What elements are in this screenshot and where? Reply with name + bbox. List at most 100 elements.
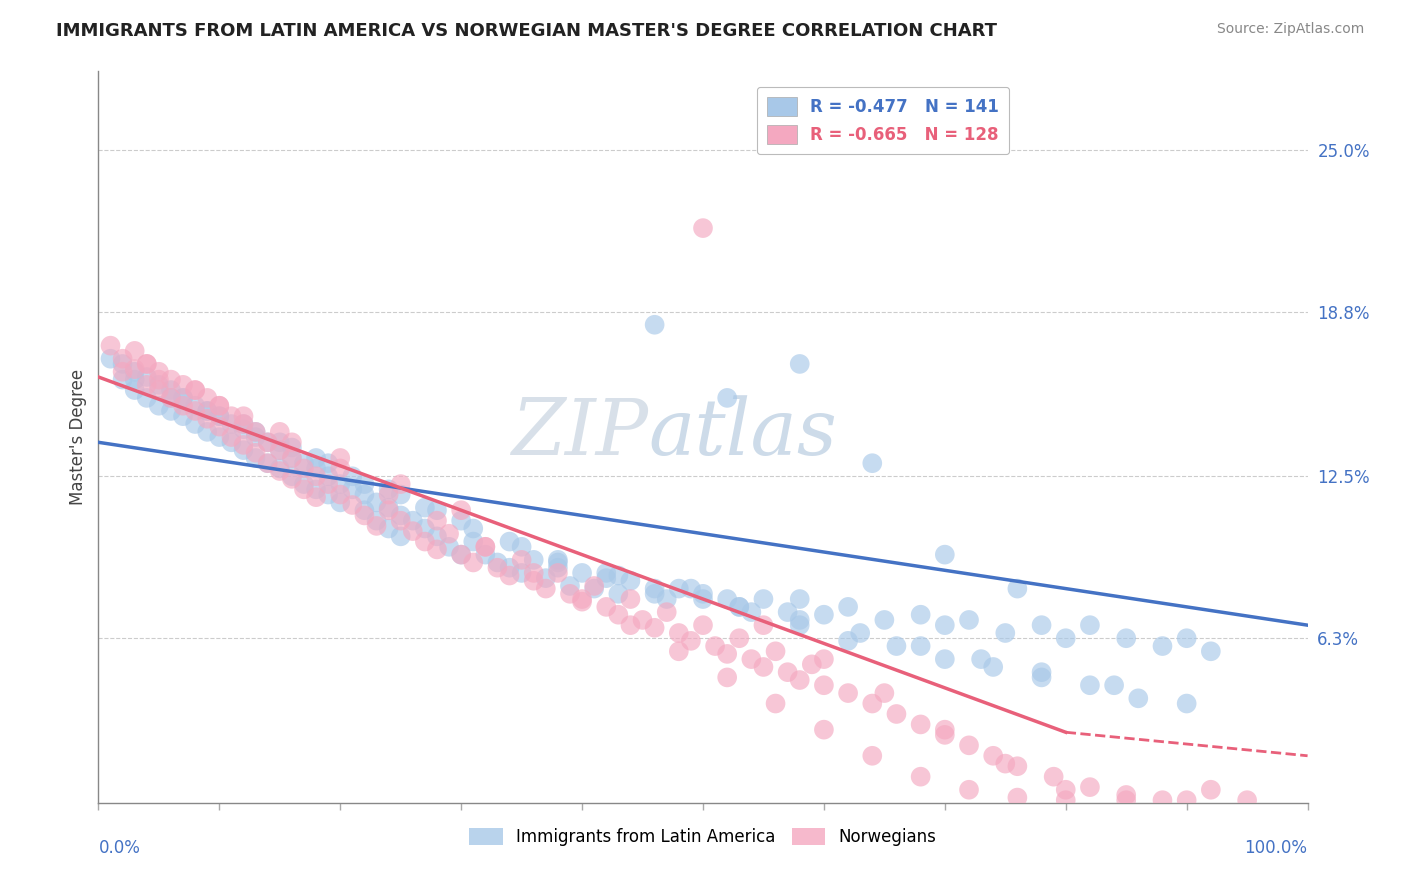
Point [728, 599, 751, 614]
Point [789, 673, 811, 687]
Point [474, 540, 496, 554]
Point [534, 571, 557, 585]
Point [981, 660, 1004, 674]
Point [172, 409, 194, 424]
Point [160, 373, 183, 387]
Point [970, 652, 993, 666]
Point [221, 435, 243, 450]
Point [160, 383, 183, 397]
Point [644, 621, 666, 635]
Point [184, 399, 207, 413]
Point [934, 728, 956, 742]
Point [281, 435, 304, 450]
Point [305, 461, 328, 475]
Point [994, 756, 1017, 771]
Point [208, 430, 231, 444]
Point [765, 697, 787, 711]
Point [221, 417, 243, 431]
Point [523, 574, 546, 588]
Point [342, 483, 364, 497]
Point [256, 435, 278, 450]
Point [619, 592, 641, 607]
Point [655, 592, 678, 607]
Point [1078, 618, 1101, 632]
Point [377, 487, 399, 501]
Point [281, 450, 304, 465]
Point [100, 351, 122, 366]
Point [450, 548, 472, 562]
Point [184, 383, 207, 397]
Point [1031, 670, 1053, 684]
Point [1007, 759, 1029, 773]
Point [486, 560, 509, 574]
Point [474, 548, 496, 562]
Point [111, 351, 134, 366]
Text: IMMIGRANTS FROM LATIN AMERICA VS NORWEGIAN MASTER'S DEGREE CORRELATION CHART: IMMIGRANTS FROM LATIN AMERICA VS NORWEGI… [56, 22, 997, 40]
Point [498, 534, 520, 549]
Point [668, 644, 690, 658]
Point [789, 613, 811, 627]
Point [232, 443, 254, 458]
Point [1078, 678, 1101, 692]
Point [1175, 793, 1198, 807]
Point [752, 592, 775, 607]
Point [305, 450, 328, 465]
Point [813, 678, 835, 692]
Point [934, 548, 956, 562]
Point [547, 553, 569, 567]
Point [583, 582, 606, 596]
Point [377, 521, 399, 535]
Point [558, 587, 581, 601]
Point [124, 362, 146, 376]
Point [704, 639, 727, 653]
Point [765, 644, 787, 658]
Point [860, 697, 883, 711]
Point [463, 521, 485, 535]
Point [655, 605, 678, 619]
Point [281, 441, 304, 455]
Point [547, 560, 569, 574]
Point [607, 607, 630, 622]
Point [474, 540, 496, 554]
Point [316, 487, 339, 501]
Point [256, 456, 278, 470]
Point [740, 652, 762, 666]
Point [111, 365, 134, 379]
Point [1199, 782, 1222, 797]
Point [910, 607, 932, 622]
Point [377, 503, 399, 517]
Point [135, 377, 157, 392]
Point [305, 469, 328, 483]
Point [789, 592, 811, 607]
Point [245, 425, 267, 439]
Point [860, 456, 883, 470]
Point [534, 582, 557, 596]
Point [172, 391, 194, 405]
Point [631, 613, 654, 627]
Point [208, 399, 231, 413]
Point [910, 770, 932, 784]
Point [692, 618, 714, 632]
Point [571, 566, 593, 580]
Point [981, 748, 1004, 763]
Point [353, 477, 375, 491]
Point [486, 556, 509, 570]
Point [124, 343, 146, 358]
Point [1031, 665, 1053, 680]
Point [692, 592, 714, 607]
Point [716, 592, 738, 607]
Point [1115, 788, 1137, 802]
Point [281, 450, 304, 465]
Point [195, 391, 218, 405]
Point [148, 373, 170, 387]
Point [389, 514, 412, 528]
Point [269, 443, 291, 458]
Point [172, 399, 194, 413]
Point [644, 587, 666, 601]
Point [510, 540, 533, 554]
Point [329, 487, 352, 501]
Point [366, 514, 388, 528]
Point [413, 500, 436, 515]
Point [571, 592, 593, 607]
Point [256, 456, 278, 470]
